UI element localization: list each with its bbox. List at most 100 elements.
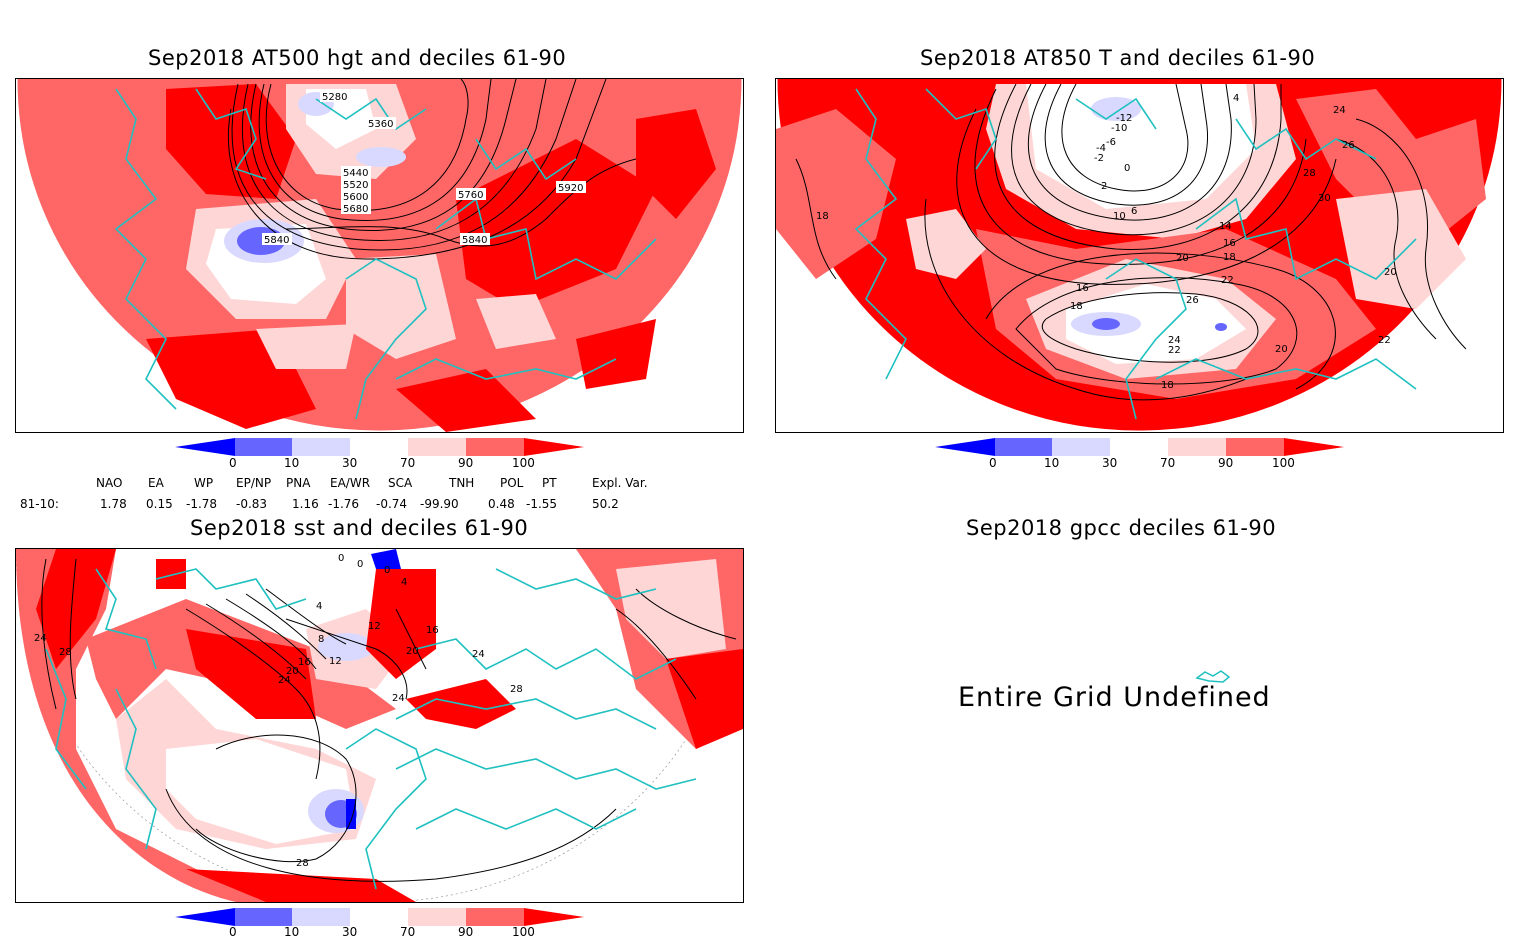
contour-label: 5360	[368, 119, 393, 130]
contour-label: 12	[329, 656, 342, 667]
index-value: -1.55	[526, 497, 558, 511]
contour-label: 6	[1131, 206, 1137, 217]
index-value: -0.83	[236, 497, 268, 511]
colorbar-tick: 70	[400, 925, 416, 939]
contour-label: 26	[1342, 140, 1355, 151]
contour-labels-hgt500: 5280 5360 5440 5520 5600 5680 5760 5840 …	[262, 90, 586, 246]
contour-label: 28	[1303, 168, 1316, 179]
contour-labels-t850: -12 -10 -6 -4 -2 0 2 4 6 10 14 16 16 18 …	[816, 93, 1397, 391]
sst-map: 0 0 0 4 4 8 12 16 20 24 24 28 28 24 20 1…	[16, 549, 743, 902]
contour-label: 22	[1168, 345, 1181, 356]
colorbar-tick: 0	[229, 456, 237, 470]
contour-label: 24	[278, 675, 291, 686]
index-header: EA	[148, 476, 164, 490]
contour-label: 0	[1124, 163, 1130, 174]
contour-label: 0	[357, 559, 363, 570]
index-header: EA/WR	[330, 476, 371, 490]
contour-label: 28	[296, 858, 309, 869]
contour-label: 18	[1223, 252, 1236, 263]
contour-label: 0	[338, 553, 344, 564]
contour-label: 22	[1221, 275, 1234, 286]
contour-label: -4	[1096, 143, 1106, 154]
contour-label: 28	[510, 684, 523, 695]
contour-label: 16	[298, 657, 311, 668]
contour-label: -2	[1094, 153, 1104, 164]
contour-label: 5920	[558, 183, 583, 194]
hemisphere-outline	[16, 79, 743, 432]
contour-label: 28	[59, 647, 72, 658]
contour-label: 16	[1223, 238, 1236, 249]
index-header: TNH	[449, 476, 475, 490]
contour-label: 8	[318, 634, 324, 645]
index-header: POL	[500, 476, 524, 490]
index-value: -1.78	[186, 497, 218, 511]
contour-label: 18	[1070, 301, 1083, 312]
index-header: PNA	[286, 476, 311, 490]
contour-label: 24	[392, 693, 405, 704]
index-value: -1.76	[328, 497, 360, 511]
contour-label: 4	[1233, 93, 1239, 104]
colorbar-bottom-left	[175, 908, 584, 926]
contour-label: 5600	[343, 192, 368, 203]
map-panel-sst: 0 0 0 4 4 8 12 16 20 24 24 28 28 24 20 1…	[15, 548, 744, 903]
index-value: 0.48	[488, 497, 515, 511]
contour-label: 12	[368, 621, 381, 632]
contour-label: 5840	[462, 235, 487, 246]
contour-label: 24	[1333, 105, 1346, 116]
contour-label: 20	[1176, 253, 1189, 264]
colorbar-tick: 90	[458, 456, 474, 470]
colorbar-tick: 90	[1218, 456, 1234, 470]
colorbar-tick: 10	[284, 456, 300, 470]
contour-label: 20	[1275, 344, 1288, 355]
contour-label: 24	[472, 649, 485, 660]
contour-label: 20	[286, 666, 299, 677]
index-header: SCA	[388, 476, 413, 490]
contour-label: 16	[1076, 283, 1089, 294]
index-row-label: 81-10:	[20, 497, 59, 511]
colorbar-tick: 30	[342, 456, 358, 470]
index-value: 0.15	[146, 497, 173, 511]
contour-label: 20	[1384, 267, 1397, 278]
index-header: NAO	[96, 476, 123, 490]
contour-label: 24	[1168, 335, 1181, 346]
contour-label: 0	[384, 565, 390, 576]
colorbar-tick: 100	[512, 456, 535, 470]
panel-title-hgt500: Sep2018 AT500 hgt and deciles 61-90	[148, 46, 567, 70]
contour-label: 18	[1161, 380, 1174, 391]
contour-label: -12	[1116, 113, 1132, 124]
map-panel-t850: -12 -10 -6 -4 -2 0 2 4 6 10 14 16 16 18 …	[775, 78, 1504, 433]
colorbar-tick: 10	[1044, 456, 1060, 470]
panel-title-sst: Sep2018 sst and deciles 61-90	[190, 516, 529, 540]
colorbar-top-right	[935, 438, 1344, 456]
contour-label: 4	[316, 601, 322, 612]
colorbar-tick: 70	[400, 456, 416, 470]
contour-label: 20	[406, 646, 419, 657]
contour-label: 5760	[458, 190, 483, 201]
colorbar-tick: 70	[1160, 456, 1176, 470]
index-header: WP	[194, 476, 214, 490]
colorbar-tick: 10	[284, 925, 300, 939]
t850-map: -12 -10 -6 -4 -2 0 2 4 6 10 14 16 16 18 …	[776, 79, 1503, 432]
panel-title-gpcc: Sep2018 gpcc deciles 61-90	[966, 516, 1277, 540]
contour-label: 30	[1318, 193, 1331, 204]
panel-title-t850: Sep2018 AT850 T and deciles 61-90	[920, 46, 1316, 70]
contour-label: 5520	[343, 180, 368, 191]
colorbar-top-left	[175, 438, 584, 456]
gpcc-undefined-message: Entire Grid Undefined	[958, 682, 1271, 713]
contour-label: 14	[1219, 221, 1232, 232]
contour-label: 24	[34, 633, 47, 644]
contour-label: 22	[1378, 335, 1391, 346]
index-value: -99.90	[420, 497, 459, 511]
colorbar-tick: 0	[229, 925, 237, 939]
colorbar-tick: 90	[458, 925, 474, 939]
contour-label: 26	[1186, 295, 1199, 306]
colorbar-tick: 100	[512, 925, 535, 939]
contour-label: -6	[1106, 137, 1116, 148]
index-value: -0.74	[376, 497, 408, 511]
index-header: EP/NP	[236, 476, 272, 490]
index-header: Expl. Var.	[592, 476, 648, 490]
contour-label: 18	[816, 211, 829, 222]
hgt500-map: 5280 5360 5440 5520 5600 5680 5760 5840 …	[16, 79, 743, 432]
colorbar-tick: 100	[1272, 456, 1295, 470]
index-header: PT	[542, 476, 557, 490]
